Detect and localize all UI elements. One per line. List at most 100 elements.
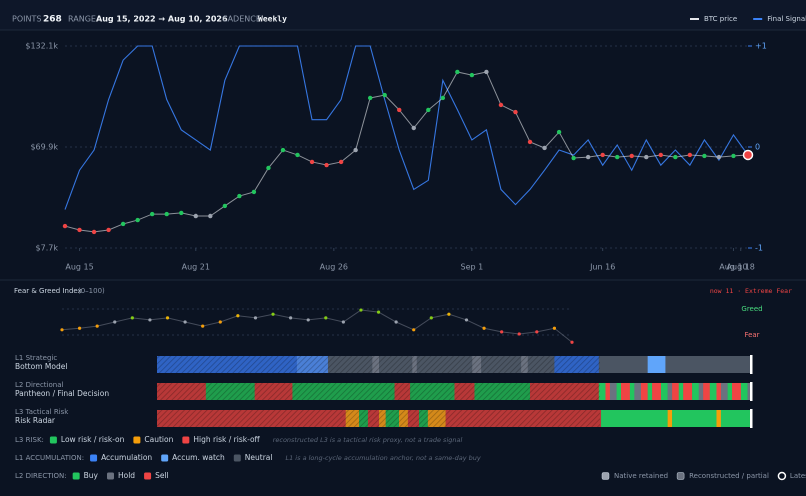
data-point — [193, 213, 198, 219]
band-label: L2 Directional — [15, 381, 63, 389]
legend-swatch — [49, 436, 57, 444]
legend-swatch — [182, 436, 190, 444]
band-segment — [703, 383, 711, 400]
legend-swatch — [144, 472, 152, 480]
data-point — [535, 330, 539, 334]
data-point — [376, 310, 381, 314]
reconstructed-hatch — [157, 383, 600, 400]
data-point — [552, 326, 557, 330]
band-segment — [647, 383, 653, 400]
legend-label: Caution — [144, 435, 173, 444]
legend-note: L1 is a long-cycle accumulation anchor, … — [285, 454, 480, 462]
data-point — [324, 162, 329, 168]
legend-label: Final Signal — [767, 15, 806, 23]
data-point — [341, 320, 345, 324]
x-tick-label: Aug 10 — [719, 263, 747, 272]
data-point — [716, 154, 722, 160]
band-label: L1 Strategic — [15, 354, 57, 362]
data-point — [236, 314, 240, 318]
band-segment — [660, 383, 668, 400]
data-point — [469, 72, 475, 78]
x-tick-label: Aug 26 — [320, 263, 348, 272]
band-segment — [598, 356, 648, 373]
band-segment — [629, 383, 635, 400]
data-point — [359, 308, 363, 312]
data-point — [295, 152, 300, 158]
data-point — [148, 318, 152, 322]
band-sublabel: Pantheon / Final Decision — [15, 389, 109, 398]
band-segment — [720, 383, 728, 400]
band-sublabel: Risk Radar — [15, 416, 56, 425]
cadence-value: Weekly — [258, 15, 287, 24]
legend-title: L3 RISK: — [15, 436, 44, 444]
data-point — [426, 107, 431, 113]
data-point — [253, 316, 258, 320]
data-point — [513, 109, 518, 115]
data-point — [600, 152, 605, 158]
data-point — [542, 145, 547, 151]
data-point — [113, 320, 117, 324]
band-segment — [720, 410, 753, 427]
data-point — [570, 340, 574, 344]
legend-swatch — [161, 454, 169, 462]
band-segment — [698, 383, 704, 400]
data-point — [455, 69, 460, 75]
data-point — [464, 318, 469, 322]
data-point — [77, 326, 82, 330]
data-point — [91, 229, 97, 235]
legend-note: reconstructed L3 is a tactical risk prox… — [273, 436, 463, 444]
reconstructed-hatch — [157, 356, 600, 373]
band-segment — [640, 383, 648, 400]
legend-title: L2 DIRECTION: — [15, 472, 67, 480]
latest-marker — [742, 149, 754, 161]
y-tick-label: Fear — [744, 331, 759, 339]
data-point — [306, 318, 310, 322]
data-point — [702, 153, 707, 159]
data-point — [271, 312, 275, 316]
data-point — [517, 332, 521, 336]
range-label: RANGE — [68, 15, 96, 24]
data-point — [179, 210, 184, 216]
price-line — [61, 309, 573, 343]
data-point — [447, 312, 451, 316]
data-point — [353, 147, 358, 153]
data-point — [585, 154, 591, 160]
data-point — [95, 324, 99, 328]
fg-title: Fear & Greed Index — [14, 287, 82, 295]
legend-title: L1 ACCUMULATION: — [15, 454, 84, 462]
data-point — [149, 211, 155, 217]
y-tick-label: $132.1k — [25, 42, 58, 51]
band-segment — [709, 383, 717, 400]
band-segment — [727, 383, 733, 400]
price-line — [64, 71, 749, 233]
band-segment — [665, 356, 753, 373]
data-point — [500, 330, 504, 334]
band-segment — [647, 356, 666, 373]
data-point — [183, 320, 187, 324]
data-point — [165, 316, 170, 320]
data-point — [412, 328, 416, 332]
data-point — [367, 95, 373, 101]
data-point — [251, 189, 257, 195]
x-tick-label: Aug 15 — [65, 263, 93, 272]
band-segment — [672, 383, 680, 400]
band-segment — [732, 383, 742, 400]
band-segment — [740, 383, 748, 400]
legend-label: Sell — [155, 471, 169, 480]
legend-swatch — [72, 472, 80, 480]
data-point — [394, 320, 398, 324]
data-point — [482, 326, 486, 330]
points-value: 268 — [43, 15, 62, 25]
band-segment — [621, 383, 631, 400]
legend-label: Native retained — [614, 472, 668, 480]
legend-swatch — [133, 436, 141, 444]
fg-subtitle: (0–100) — [78, 287, 105, 295]
data-point — [429, 316, 433, 320]
data-point — [673, 154, 678, 160]
data-point — [629, 153, 634, 159]
legend-label: Accum. watch — [172, 453, 225, 462]
y2-tick-label: -1 — [755, 244, 763, 253]
y2-tick-label: 0 — [755, 143, 760, 152]
data-point — [222, 203, 228, 209]
legend-label: Latest — [790, 472, 806, 480]
